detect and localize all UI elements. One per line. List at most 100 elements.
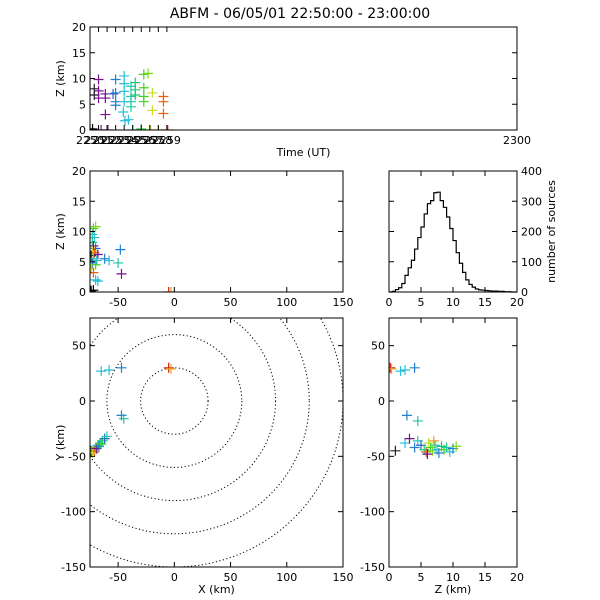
z-y-panel: 0 5 10 15 20 -150 -100 -50 0 50 Z (km): [360, 317, 524, 596]
data-points: [389, 362, 462, 460]
x-tick-label: 2259: [153, 134, 181, 147]
x-z-panel: -50 0 50 100 150 0 5 10 15 20 Z (km): [54, 165, 354, 309]
histogram-bin: [424, 214, 427, 292]
y-tick-label: 50: [371, 340, 385, 353]
data-point: [100, 93, 111, 104]
histogram-bin: [431, 201, 434, 292]
data-point: [165, 287, 176, 292]
x-tick-label: 2257: [136, 134, 164, 147]
y-tick-label: 20: [72, 21, 86, 34]
data-point: [90, 123, 98, 130]
data-point: [92, 249, 103, 260]
data-point: [400, 438, 410, 449]
data-point: [116, 268, 127, 279]
data-point: [147, 87, 158, 98]
x-tick-label: 50: [224, 571, 238, 584]
data-point: [96, 366, 107, 377]
x-axis-label: X (km): [198, 583, 235, 596]
data-point: [165, 363, 176, 374]
data-point: [90, 259, 101, 270]
data-point: [118, 106, 129, 117]
data-point: [395, 366, 406, 377]
histogram-bin: [427, 204, 430, 292]
data-point: [110, 100, 121, 111]
x-tick-label: 5: [418, 296, 425, 309]
data-point: [422, 449, 433, 460]
data-point: [162, 125, 173, 130]
x-tick-label: 0: [386, 571, 393, 584]
histogram-bin: [434, 193, 437, 292]
histogram-bin: [443, 207, 446, 292]
y-tick-label: 15: [72, 195, 86, 208]
histogram-bin: [418, 238, 421, 292]
y-tick-label: -150: [61, 561, 86, 574]
x-tick-label: 150: [333, 571, 354, 584]
data-point: [145, 125, 156, 130]
data-point: [451, 441, 462, 452]
x-tick-label: 2251: [85, 134, 113, 147]
data-point: [401, 410, 412, 421]
time-height-panel: 2250225122522253225422552256225722582259…: [54, 21, 531, 159]
data-point: [93, 441, 104, 452]
y-tick-label: 300: [521, 195, 542, 208]
x-tick-label: 15: [478, 296, 492, 309]
histogram-bin: [415, 249, 418, 292]
data-point: [110, 74, 121, 85]
x-tick-label: 2256: [127, 134, 155, 147]
x-tick-label: 50: [224, 296, 238, 309]
range-ring-30km: [140, 367, 209, 435]
y-tick-label: -150: [360, 561, 385, 574]
x-axis-label: Z (km): [435, 583, 472, 596]
x-tick-label: 10: [446, 296, 460, 309]
data-point: [100, 109, 111, 120]
y-tick-label: 10: [72, 226, 86, 239]
data-point: [158, 108, 169, 119]
figure-title: ABFM - 06/05/01 22:50:00 - 23:00:00: [170, 6, 430, 22]
x-tick-label: 100: [276, 296, 297, 309]
data-point: [163, 362, 174, 373]
y-tick-label: 0: [521, 286, 528, 299]
y-tick-label: 15: [72, 47, 86, 60]
histogram-bin: [459, 263, 462, 292]
x-tick-label: 10: [446, 571, 460, 584]
data-point: [125, 101, 136, 112]
data-point: [99, 253, 110, 264]
histogram-bin: [453, 241, 456, 292]
data-point: [104, 365, 115, 376]
data-point: [409, 362, 420, 373]
x-tick-label: 2253: [102, 134, 130, 147]
x-tick-label: 100: [276, 571, 297, 584]
histogram-bin: [447, 217, 450, 292]
data-point: [423, 438, 434, 449]
y-tick-label: 20: [72, 165, 86, 178]
data-point: [113, 257, 124, 268]
data-points: [90, 362, 176, 459]
data-point: [427, 445, 438, 456]
data-point: [421, 446, 432, 457]
histogram-bin: [399, 288, 402, 292]
x-axis-label: Time (UT): [276, 146, 331, 159]
data-point: [90, 285, 97, 292]
histogram-bin: [450, 228, 453, 292]
data-point: [91, 255, 102, 266]
range-rings: [90, 318, 343, 567]
data-point: [118, 413, 129, 424]
y-tick-label: 10: [72, 73, 86, 86]
data-point: [439, 444, 450, 455]
data-point: [158, 96, 169, 107]
data-point: [104, 255, 115, 266]
data-point: [430, 440, 441, 451]
data-point: [130, 89, 141, 100]
y-tick-label: -50: [367, 450, 385, 463]
y-axis-label: Z (km): [54, 60, 67, 97]
x-tick-label: 2255: [119, 134, 147, 147]
data-point: [147, 105, 158, 116]
histogram-bin: [402, 284, 405, 292]
histogram-bin: [440, 201, 443, 292]
y-tick-label: 5: [79, 98, 86, 111]
data-point: [400, 365, 410, 376]
data-point: [163, 287, 174, 292]
x-tick-label: -50: [109, 296, 127, 309]
